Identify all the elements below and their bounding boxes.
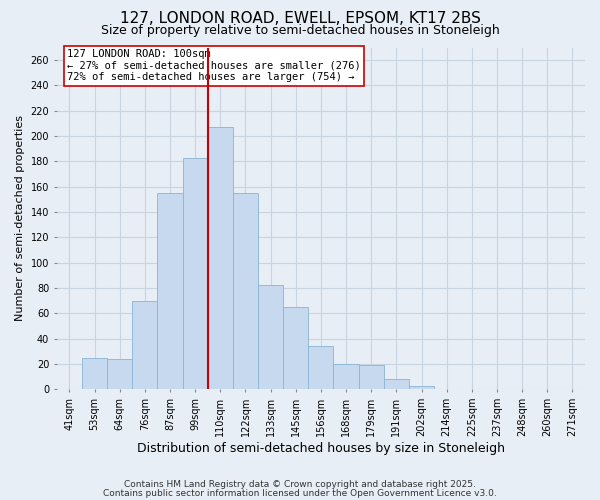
Bar (182, 158, 208, 390)
Bar (409, 386, 434, 390)
Bar (258, 286, 283, 390)
Y-axis label: Number of semi-detached properties: Number of semi-detached properties (15, 116, 25, 322)
Text: Size of property relative to semi-detached houses in Stoneleigh: Size of property relative to semi-detach… (101, 24, 499, 37)
Bar (82, 358, 107, 390)
Bar (233, 193, 258, 390)
Bar (334, 364, 359, 390)
X-axis label: Distribution of semi-detached houses by size in Stoneleigh: Distribution of semi-detached houses by … (137, 442, 505, 455)
Bar (208, 128, 233, 390)
Text: 127 LONDON ROAD: 100sqm
← 27% of semi-detached houses are smaller (276)
72% of s: 127 LONDON ROAD: 100sqm ← 27% of semi-de… (67, 49, 361, 82)
Bar (132, 300, 157, 390)
Bar (308, 346, 334, 390)
Text: Contains HM Land Registry data © Crown copyright and database right 2025.: Contains HM Land Registry data © Crown c… (124, 480, 476, 489)
Bar (157, 193, 182, 390)
Text: 127, LONDON ROAD, EWELL, EPSOM, KT17 2BS: 127, LONDON ROAD, EWELL, EPSOM, KT17 2BS (119, 11, 481, 26)
Bar (359, 366, 384, 390)
Bar (283, 307, 308, 390)
Bar (384, 379, 409, 390)
Text: Contains public sector information licensed under the Open Government Licence v3: Contains public sector information licen… (103, 489, 497, 498)
Bar (107, 359, 132, 390)
